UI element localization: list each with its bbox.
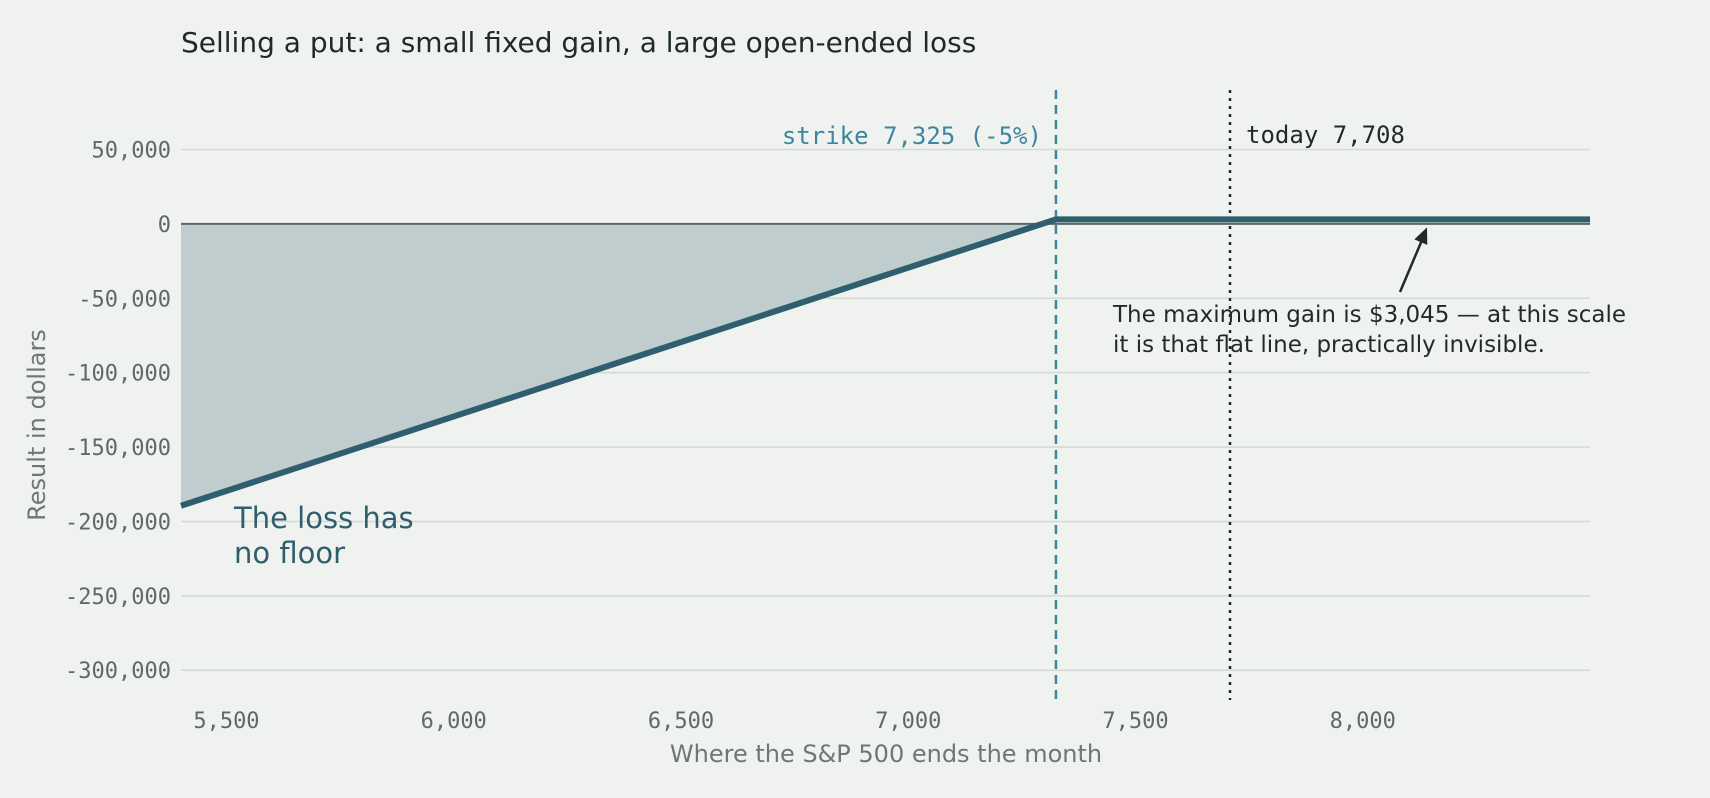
y-tick-label: 0 <box>158 213 171 238</box>
y-tick-label: -100,000 <box>65 362 171 387</box>
x-tick-label: 5,500 <box>193 709 259 734</box>
gain-arrow-head <box>1414 227 1428 245</box>
x-tick-label: 6,500 <box>648 709 714 734</box>
loss-note-line1: The loss has <box>233 501 414 535</box>
y-tick-label: -300,000 <box>65 659 171 684</box>
payoff-line <box>180 216 1590 509</box>
x-axis-label: Where the S&P 500 ends the month <box>670 740 1102 768</box>
x-tick-label: 7,000 <box>875 709 941 734</box>
y-tick-labels: 50,000 0 -50,000 -100,000 -150,000 -200,000 -2… <box>65 139 171 685</box>
y-tick-label: -50,000 <box>78 287 171 312</box>
y-tick-label: 50,000 <box>92 139 171 164</box>
loss-note-line2: no floor <box>234 536 345 570</box>
today-label: today 7,708 <box>1246 121 1405 149</box>
x-tick-label: 6,000 <box>421 709 487 734</box>
x-tick-label: 8,000 <box>1330 709 1396 734</box>
gain-note-line1: The maximum gain is $3,045 — at this sca… <box>1112 302 1626 328</box>
gain-note-line2: it is that flat line, practically invisi… <box>1113 332 1545 358</box>
strike-label: strike 7,325 (-5%) <box>782 122 1042 150</box>
y-tick-label: -200,000 <box>65 510 171 535</box>
gain-arrow <box>1398 234 1426 293</box>
x-tick-label: 7,500 <box>1102 709 1168 734</box>
chart-title: Selling a put: a small fixed gain, a lar… <box>181 26 976 59</box>
y-axis-label: Result in dollars <box>23 329 51 521</box>
x-tick-labels: 5,500 6,000 6,500 7,000 7,500 8,000 <box>193 709 1396 734</box>
y-tick-label: -250,000 <box>65 585 171 610</box>
y-tick-label: -150,000 <box>65 436 171 461</box>
